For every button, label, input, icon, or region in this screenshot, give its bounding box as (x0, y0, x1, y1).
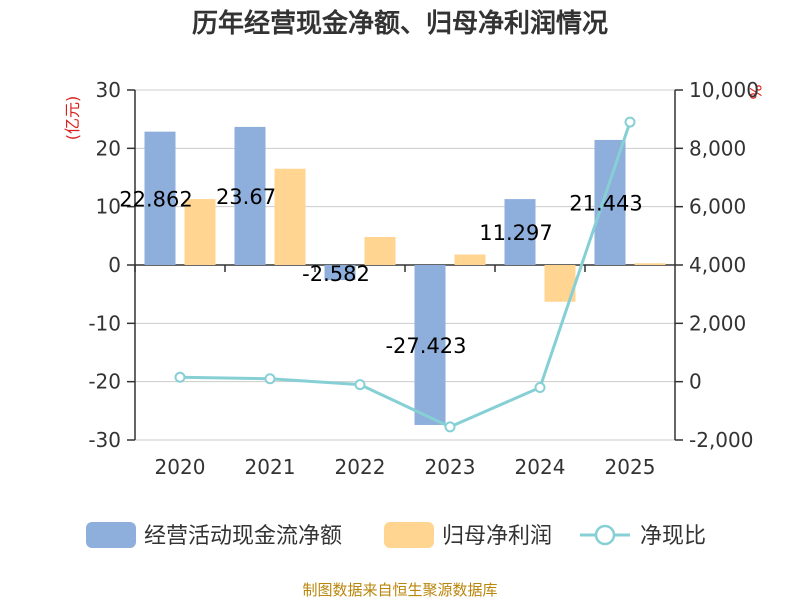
legend-swatch-ratio-marker (594, 524, 616, 546)
right-tick-label: 8,000 (689, 136, 746, 160)
ratio-point-2021 (264, 373, 276, 385)
x-tick-label: 2022 (335, 455, 386, 479)
cashflow-bar-2022 (324, 265, 356, 281)
ratio-point-2023 (444, 421, 456, 433)
cashflow-data-label: 11.297 (479, 221, 552, 245)
cashflow-data-label: -2.582 (302, 262, 370, 286)
right-tick-label: -2,000 (689, 428, 753, 452)
cashflow-data-label: 21.443 (569, 191, 642, 215)
cashflow-data-label: 23.67 (216, 185, 276, 209)
legend-label-cashflow: 经营活动现金流净额 (144, 524, 342, 549)
left-tick-label: 20 (96, 136, 121, 160)
left-tick-label: 10 (96, 195, 121, 219)
x-tick-label: 2023 (425, 455, 476, 479)
cashflow-bar-2021 (234, 126, 266, 265)
x-tick-label: 2025 (605, 455, 656, 479)
netprofit-bar-2023 (454, 254, 486, 265)
legend-swatch-cashflow (86, 522, 136, 548)
cashflow-data-label: 22.862 (119, 187, 192, 211)
x-tick-label: 2021 (245, 455, 296, 479)
ratio-point-2020 (174, 371, 186, 383)
x-tick-label: 2020 (155, 455, 206, 479)
left-axis-unit: (亿元) (63, 96, 82, 141)
cashflow-bar-2023 (414, 265, 446, 425)
source-note: 制图数据来自恒生聚源数据库 (302, 581, 497, 599)
cashflow-bar-2020 (144, 131, 176, 265)
left-axis: 30 20 10 0 -10 -20 -30 (88, 78, 136, 452)
right-tick-label: 2,000 (689, 311, 746, 335)
legend-label-netprofit: 归母净利润 (442, 524, 552, 549)
ratio-line-path (179, 121, 632, 429)
bars (144, 126, 666, 425)
ratio-point-2024 (534, 382, 546, 393)
cashflow-bar-2025 (594, 139, 626, 265)
left-tick-label: 0 (108, 253, 121, 277)
right-tick-label: 6,000 (689, 195, 746, 219)
legend-swatch-netprofit (384, 522, 434, 548)
x-axis: 2020 2021 2022 2023 2024 2025 (134, 264, 675, 479)
netprofit-bar-2020 (184, 199, 216, 265)
legend: 经营活动现金流净额 归母净利润 净现比 (86, 522, 706, 549)
netprofit-bar-2021 (274, 168, 306, 265)
left-tick-label: -20 (88, 370, 121, 394)
data-labels: 22.862 23.67 -2.582 -27.423 11.297 21.443 (119, 185, 642, 358)
left-tick-label: -30 (88, 428, 121, 452)
netprofit-bar-2025 (634, 263, 666, 265)
chart-title: 历年经营现金净额、归母净利润情况 (192, 8, 608, 39)
ratio-line (174, 116, 636, 433)
right-axis-unit: % (746, 84, 765, 99)
left-tick-label: 30 (96, 78, 121, 102)
netprofit-bar-2022 (364, 237, 396, 265)
ratio-point-2025 (624, 116, 636, 128)
cashflow-data-label: -27.423 (385, 334, 466, 358)
right-axis: 10,000 8,000 6,000 4,000 2,000 0 -2,000 (674, 78, 759, 452)
ratio-point-2022 (354, 379, 366, 391)
cashflow-bar-2024 (504, 199, 536, 265)
right-tick-label: 4,000 (689, 253, 746, 277)
left-tick-label: -10 (88, 311, 121, 335)
right-tick-label: 0 (689, 370, 702, 394)
right-tick-label: 10,000 (689, 78, 759, 102)
x-tick-label: 2024 (515, 455, 566, 479)
legend-label-ratio: 净现比 (640, 524, 706, 549)
